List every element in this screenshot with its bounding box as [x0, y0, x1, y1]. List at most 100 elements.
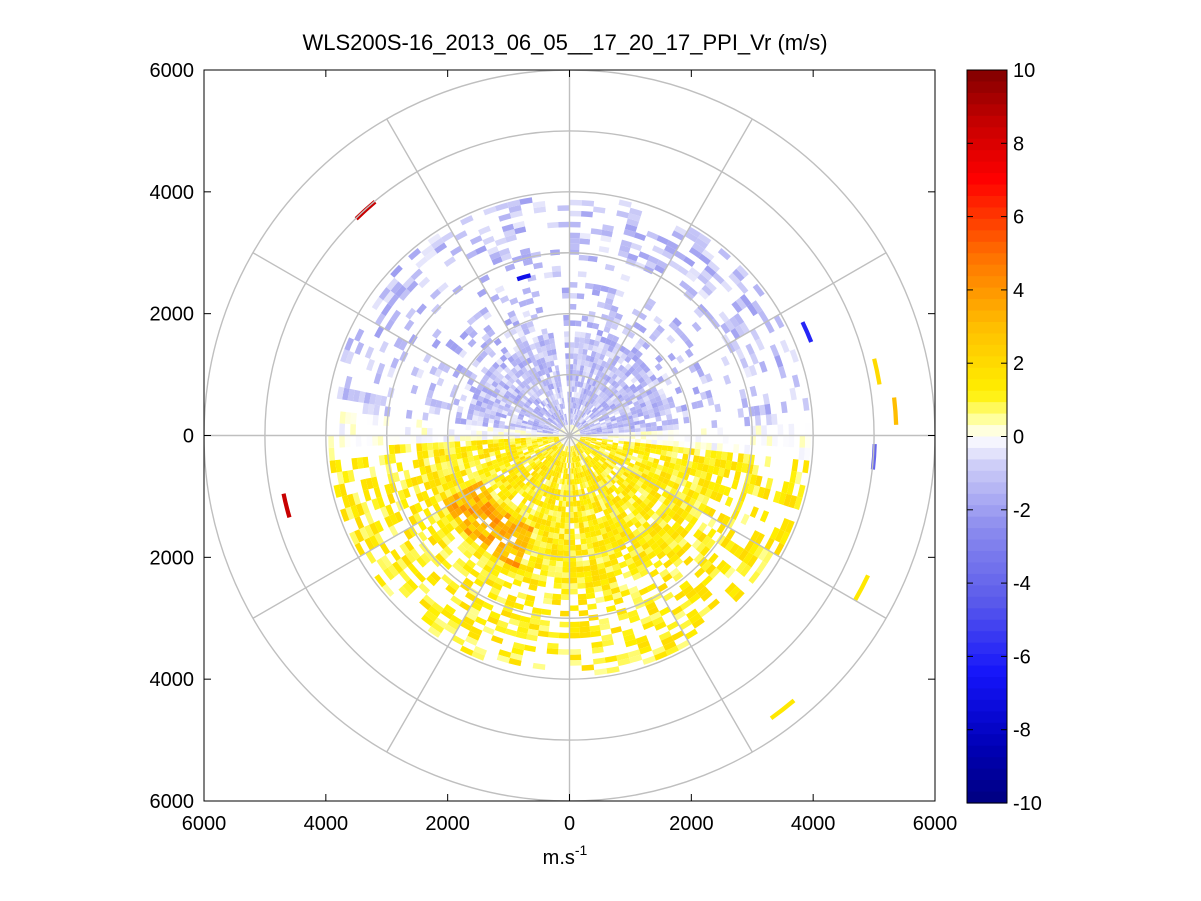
velocity-cell: [445, 532, 456, 542]
velocity-cell: [751, 300, 763, 314]
velocity-cell: [552, 510, 558, 517]
velocity-cell: [512, 642, 525, 650]
velocity-cell: [488, 447, 495, 453]
velocity-cell: [606, 292, 616, 300]
velocity-cell: [515, 631, 528, 640]
velocity-cell: [559, 415, 563, 421]
velocity-cell: [561, 506, 566, 513]
velocity-cell: [600, 503, 607, 511]
velocity-cell: [494, 415, 501, 421]
velocity-cell: [633, 483, 641, 491]
velocity-cell: [688, 247, 702, 259]
velocity-cell: [578, 516, 584, 523]
velocity-cell: [574, 436, 581, 438]
velocity-cell: [618, 476, 625, 484]
velocity-cell: [487, 439, 494, 445]
velocity-cell: [496, 365, 504, 374]
velocity-cell: [584, 440, 591, 444]
velocity-cell: [405, 409, 413, 419]
velocity-cell: [569, 566, 577, 573]
velocity-cell: [533, 372, 540, 379]
velocity-cell: [524, 599, 535, 608]
velocity-cell: [511, 647, 524, 656]
velocity-cell: [534, 341, 541, 349]
velocity-cell: [558, 433, 565, 435]
velocity-cell: [571, 440, 574, 446]
velocity-cell: [514, 325, 523, 333]
velocity-cell: [579, 399, 584, 405]
velocity-cell: [684, 348, 694, 358]
velocity-cell: [678, 441, 685, 448]
velocity-cell: [618, 438, 625, 442]
velocity-cell: [432, 328, 442, 339]
velocity-cell: [595, 363, 601, 371]
velocity-cell: [702, 479, 711, 489]
velocity-cell: [573, 353, 579, 360]
velocity-cell: [489, 586, 501, 596]
velocity-cell: [558, 436, 565, 438]
velocity-cell: [578, 448, 583, 454]
velocity-cell: [576, 293, 585, 300]
velocity-cell: [698, 605, 711, 618]
velocity-cell: [454, 345, 463, 355]
velocity-cell: [525, 506, 533, 514]
velocity-cell: [490, 568, 500, 578]
velocity-cell: [705, 563, 717, 576]
velocity-cell: [559, 431, 565, 434]
velocity-cell: [553, 433, 559, 435]
velocity-cell: [542, 429, 548, 433]
velocity-cell: [376, 496, 386, 509]
x-tick-label: 6000: [182, 813, 227, 835]
velocity-cell: [589, 367, 595, 375]
velocity-cell: [463, 462, 471, 470]
velocity-cell: [562, 456, 565, 463]
velocity-cell: [526, 398, 533, 405]
velocity-cell: [614, 495, 622, 502]
velocity-cell: [617, 506, 625, 514]
colorbar-band: [967, 104, 1007, 117]
velocity-cell: [574, 437, 580, 440]
velocity-cell: [638, 251, 650, 261]
velocity-cell: [507, 570, 517, 579]
velocity-cell: [559, 528, 565, 534]
velocity-cell: [540, 345, 547, 353]
velocity-cell: [563, 545, 570, 551]
velocity-cell: [656, 444, 663, 451]
velocity-cell: [553, 437, 559, 440]
velocity-cell: [495, 595, 507, 605]
velocity-cell: [545, 404, 551, 410]
velocity-cell: [471, 650, 485, 661]
velocity-cell: [583, 521, 589, 528]
velocity-cell: [691, 539, 702, 550]
velocity-cell: [644, 399, 652, 406]
velocity-cell: [507, 199, 521, 208]
velocity-cell: [448, 435, 455, 442]
velocity-cell: [647, 508, 656, 517]
velocity-cell: [581, 211, 593, 218]
velocity-cell: [804, 447, 811, 461]
velocity-cell: [527, 421, 533, 426]
velocity-cell: [610, 395, 617, 401]
velocity-cell: [714, 403, 722, 413]
velocity-cell: [695, 542, 706, 553]
velocity-cell: [551, 499, 556, 506]
velocity-cell: [464, 383, 472, 391]
velocity-cell: [551, 470, 556, 477]
velocity-cell: [541, 416, 548, 421]
velocity-cell: [622, 570, 632, 579]
velocity-cell: [482, 601, 494, 611]
velocity-cell: [581, 393, 586, 400]
velocity-cell: [617, 657, 631, 667]
velocity-cell: [579, 499, 585, 506]
velocity-cell: [644, 546, 654, 555]
velocity-cell: [542, 407, 548, 413]
velocity-cell: [543, 398, 549, 405]
velocity-cell: [618, 408, 625, 414]
velocity-cell: [783, 493, 792, 507]
velocity-cell: [600, 445, 606, 450]
velocity-cell: [606, 357, 614, 365]
velocity-cell: [569, 561, 577, 568]
velocity-cell: [574, 437, 580, 440]
velocity-cell: [455, 447, 462, 454]
